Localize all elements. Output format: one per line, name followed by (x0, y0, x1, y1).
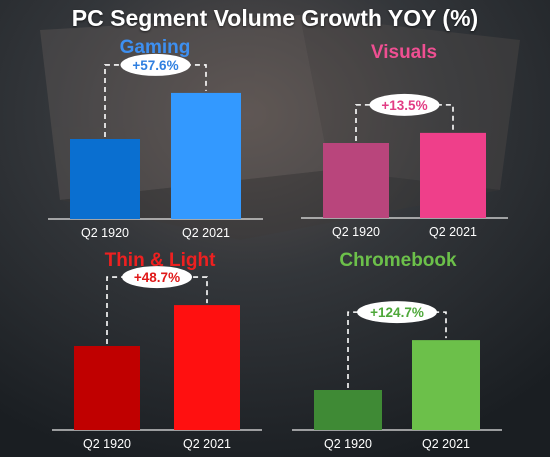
page-title: PC Segment Volume Growth YOY (%) (71, 5, 479, 31)
x-tick-label: Q2 2021 (422, 437, 470, 451)
x-tick-label: Q2 2021 (183, 437, 231, 451)
panel-title: Visuals (371, 42, 437, 63)
growth-label: +57.6% (132, 58, 178, 73)
growth-badge (122, 266, 192, 289)
bar-q2-2021 (420, 132, 486, 218)
bar-q2-1920 (70, 139, 140, 219)
growth-badge (369, 93, 440, 116)
growth-label: +124.7% (370, 305, 424, 320)
panel-title: Thin & Light (105, 250, 216, 271)
x-tick-label: Q2 1920 (332, 225, 380, 239)
chart-panel-2: Thin & Light Q2 1920 Q2 2021 +48.7% (52, 250, 262, 451)
bar-q2-2021 (412, 340, 480, 430)
growth-label: +13.5% (381, 98, 427, 113)
growth-label: +48.7% (134, 270, 180, 285)
bar-q2-1920 (74, 346, 140, 430)
x-tick-label: Q2 1920 (324, 437, 372, 451)
chart-panel-1: Visuals Q2 1920 Q2 2021 +13.5% (301, 42, 508, 239)
growth-badge (357, 301, 437, 324)
growth-badge (120, 53, 191, 76)
bar-q2-2021 (171, 92, 241, 219)
growth-bracket (347, 311, 447, 388)
x-tick-label: Q2 1920 (81, 226, 129, 240)
growth-bracket (104, 64, 207, 137)
panel-title: Chromebook (339, 250, 457, 271)
panel-title: Gaming (120, 37, 191, 58)
bar-q2-2021 (174, 305, 240, 430)
chart-panel-3: Chromebook Q2 1920 Q2 2021 +124.7% (292, 250, 502, 451)
bar-q2-1920 (314, 390, 382, 430)
chart-panel-0: Gaming Q2 1920 Q2 2021 +57.6% (48, 37, 263, 240)
bar-q2-1920 (323, 143, 389, 218)
x-tick-label: Q2 1920 (83, 437, 131, 451)
x-tick-label: Q2 2021 (429, 225, 477, 239)
x-tick-label: Q2 2021 (182, 226, 230, 240)
